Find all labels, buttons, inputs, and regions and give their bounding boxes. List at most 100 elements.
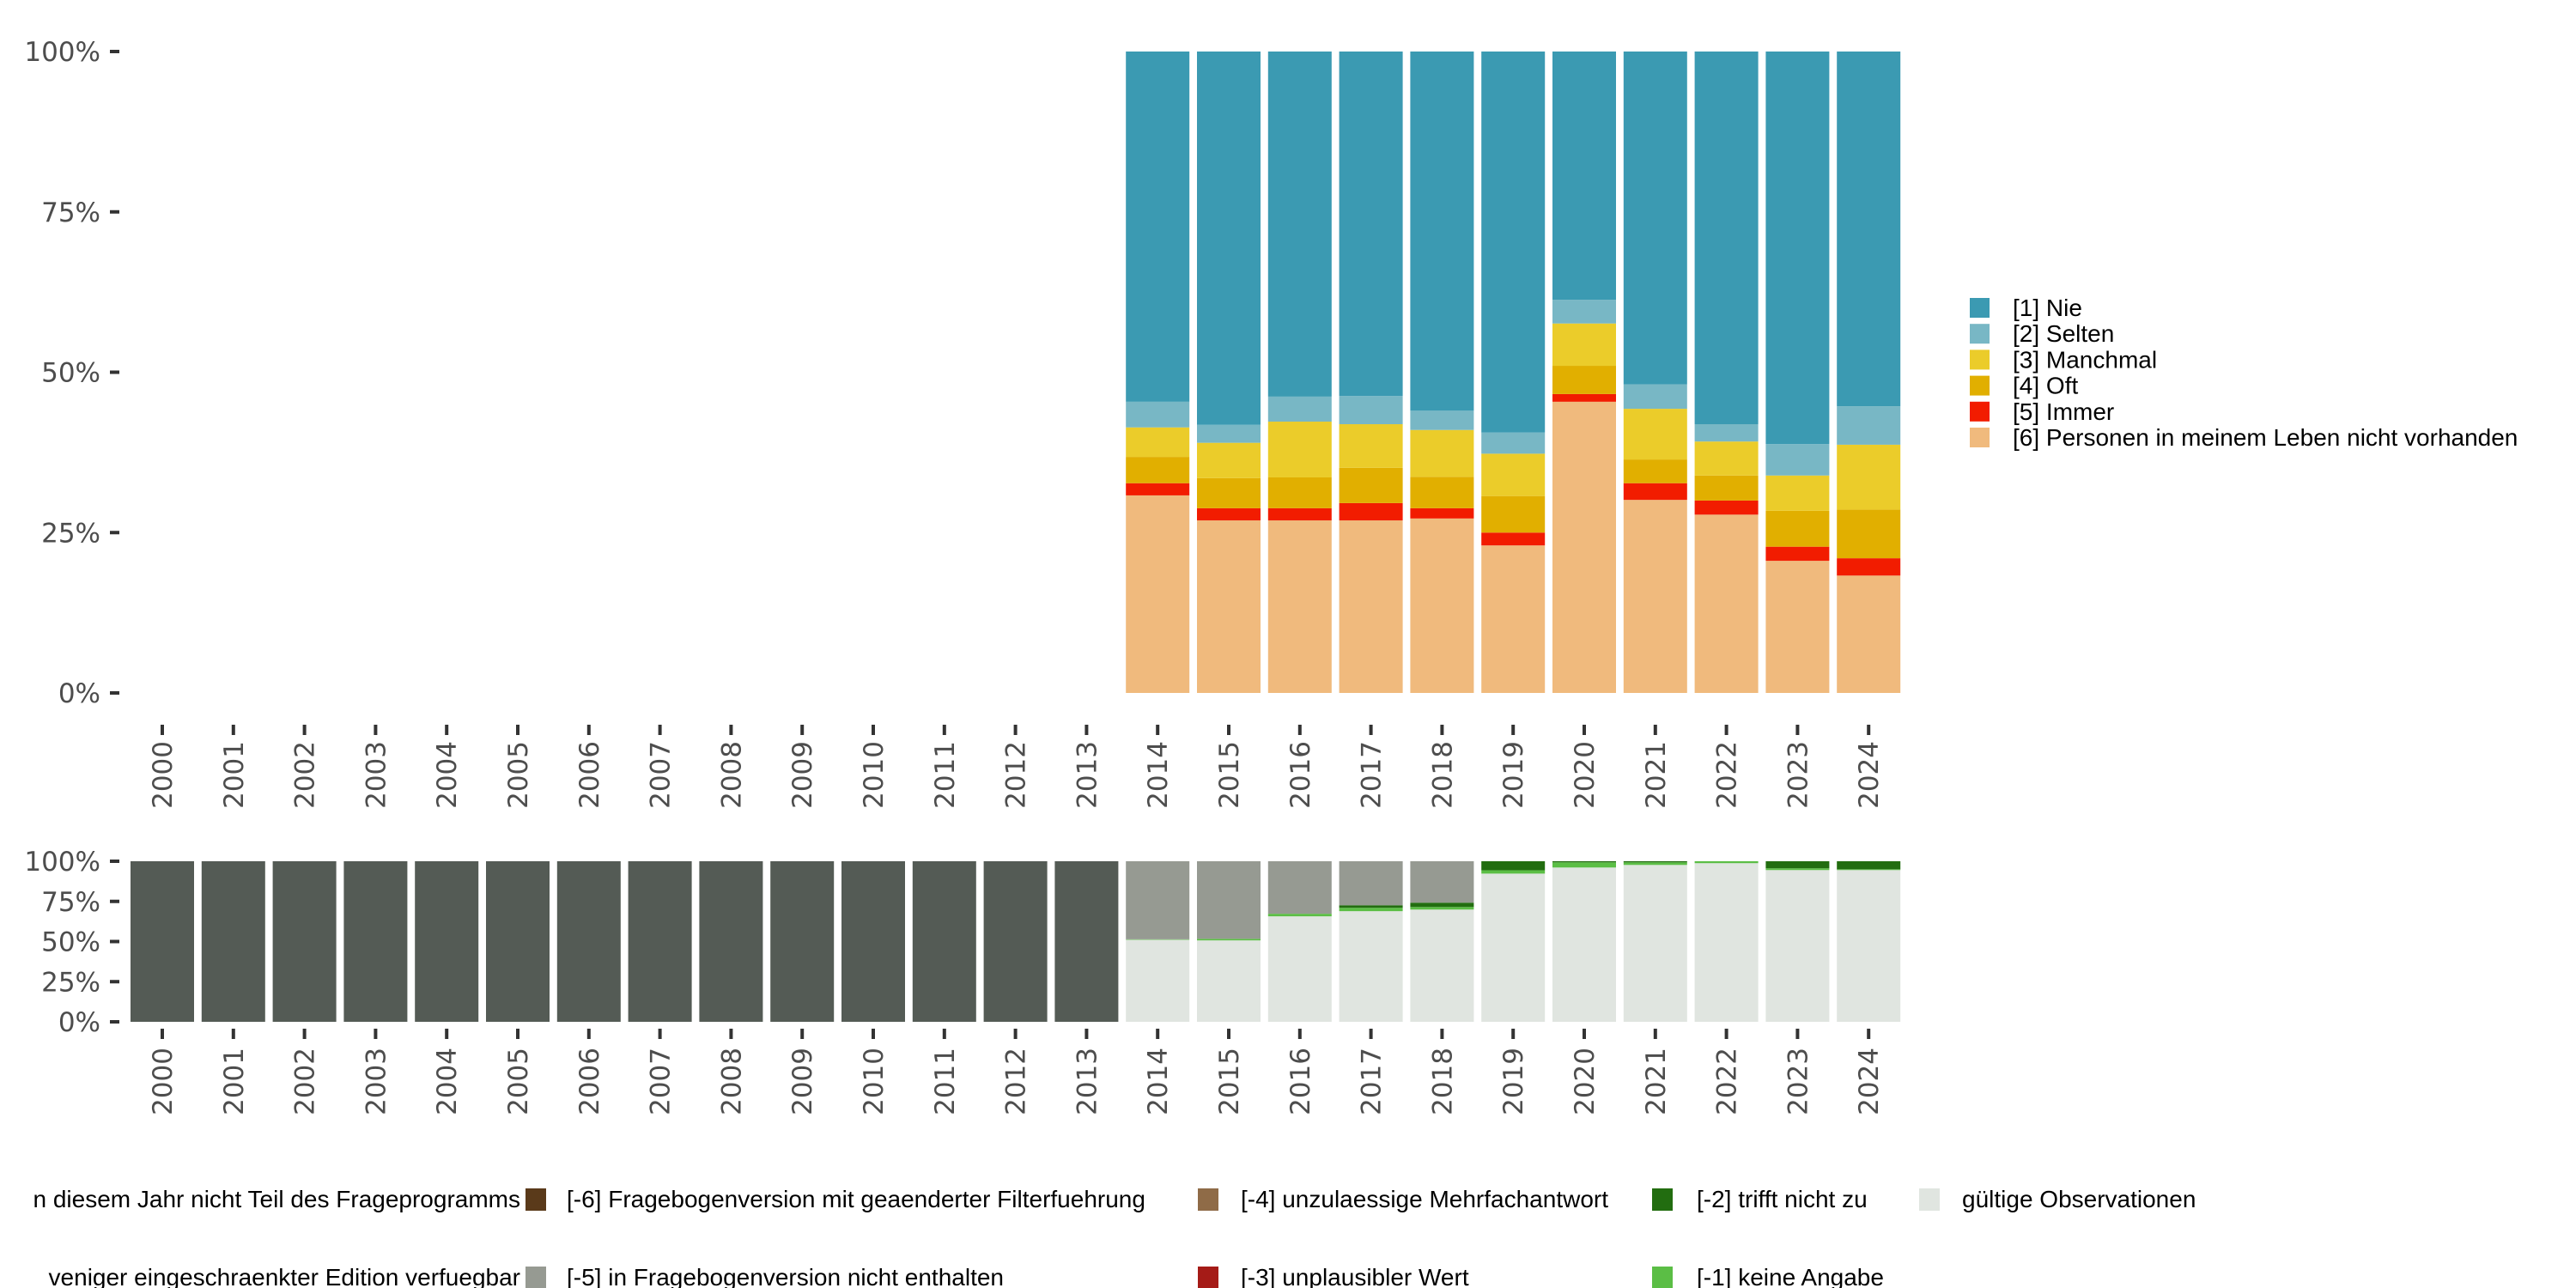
bar-segment	[1694, 52, 1759, 425]
bar-segment	[1765, 444, 1830, 476]
bar-segment	[1410, 907, 1474, 910]
bar-segment	[1126, 401, 1190, 428]
bar-segment	[1765, 475, 1830, 511]
x-tick-label: 2019	[1498, 741, 1529, 809]
bar-segment	[1197, 442, 1261, 478]
bar-segment	[1126, 427, 1190, 458]
x-tick-label: 2008	[716, 1048, 747, 1115]
legend-swatch	[1970, 401, 1990, 422]
x-tick-label: 2017	[1357, 1048, 1388, 1115]
legend-swatch	[526, 1188, 546, 1211]
bar-segment	[1623, 862, 1687, 866]
bar-segment	[1552, 323, 1616, 367]
x-tick-label: 2016	[1285, 741, 1316, 809]
bar-segment	[1126, 861, 1190, 939]
bar-segment	[1623, 52, 1687, 385]
x-tick-label: 2014	[1143, 741, 1174, 809]
x-tick-label: 2021	[1641, 741, 1672, 809]
bar-segment	[272, 861, 337, 1022]
y-tick-label: 75%	[41, 887, 100, 918]
legend-swatch	[1970, 298, 1990, 318]
bar-segment	[486, 861, 550, 1022]
bar-segment	[1410, 902, 1474, 908]
legend-label: [6] Personen in meinem Leben nicht vorha…	[2013, 424, 2518, 451]
bar-segment	[1837, 575, 1901, 693]
x-tick-label: 2013	[1072, 741, 1103, 809]
legend-label: [-3] unplausibler Wert	[1241, 1264, 1469, 1288]
y-tick-label: 50%	[41, 927, 100, 958]
legend-swatch	[1198, 1267, 1218, 1288]
y-tick-label: 25%	[41, 967, 100, 998]
bar-segment	[770, 861, 835, 1022]
bar-segment	[1837, 406, 1901, 445]
bar-segment	[1765, 52, 1830, 445]
x-tick-label: 2012	[1001, 1048, 1032, 1115]
bar-segment	[1267, 477, 1332, 508]
bar-segment	[343, 861, 408, 1022]
x-tick-label: 2002	[290, 1048, 321, 1115]
x-tick-label: 2005	[503, 1048, 534, 1115]
bar-segment	[1623, 865, 1687, 1022]
bar-segment	[1267, 507, 1332, 521]
legend-label: [1] Nie	[2013, 295, 2082, 321]
top-legend: [1] Nie[2] Selten[3] Manchmal[4] Oft[5] …	[1970, 295, 2518, 451]
x-tick-label: 2007	[646, 741, 677, 809]
bar-segment	[1623, 483, 1687, 501]
y-tick-label: 100%	[24, 37, 100, 68]
bar-segment	[1410, 410, 1474, 430]
x-tick-label: 2011	[930, 1048, 961, 1115]
x-tick-label: 2007	[646, 1048, 677, 1115]
legend-swatch	[1970, 428, 1990, 447]
bar-segment	[1552, 867, 1616, 1022]
bar-segment	[1623, 459, 1687, 483]
y-tick-label: 0%	[58, 678, 100, 709]
bar-segment	[1623, 500, 1687, 693]
bar-segment	[1481, 873, 1546, 1022]
bar-segment	[1837, 52, 1901, 407]
bar-segment	[1837, 558, 1901, 576]
bar-segment	[1126, 52, 1190, 402]
bar-segment	[1552, 52, 1616, 301]
legend-swatch	[1970, 349, 1990, 370]
bar-segment	[1481, 52, 1546, 433]
bar-segment	[1410, 52, 1474, 411]
bar-segment	[912, 861, 976, 1022]
bar-segment	[1197, 424, 1261, 443]
bar-segment	[131, 861, 194, 1022]
bottom-panel: 0% 25% 50% 75% 100% 2000 2001 2002 2003 2004 2005 2…	[24, 847, 1901, 1115]
bar-segment	[1126, 939, 1190, 940]
bar-segment	[1339, 861, 1403, 906]
bar-segment	[983, 861, 1048, 1022]
bar-segment	[1410, 429, 1474, 477]
bar-segment	[1552, 862, 1616, 868]
bar-segment	[1339, 911, 1403, 1022]
y-tick-label: 25%	[41, 518, 100, 549]
bar-segment	[1339, 905, 1403, 908]
bar-segment	[1765, 510, 1830, 547]
x-tick-label: 2011	[930, 741, 961, 809]
bar-segment	[1197, 507, 1261, 521]
bar-segment	[1410, 507, 1474, 519]
bar-segment	[1552, 401, 1616, 693]
x-tick-label: 2012	[1001, 741, 1032, 809]
bar-segment	[1126, 939, 1190, 1022]
bar-segment	[1267, 520, 1332, 693]
bar-segment	[1765, 868, 1830, 871]
x-tick-label: 2024	[1854, 741, 1885, 809]
y-tick-label: 0%	[58, 1007, 100, 1038]
bar-segment	[1410, 909, 1474, 1022]
legend-swatch	[1970, 324, 1990, 344]
x-tick-label: 2003	[361, 1048, 392, 1115]
bar-segment	[1410, 477, 1474, 508]
x-tick-label: 2009	[787, 1048, 818, 1115]
x-tick-label: 2021	[1641, 1048, 1672, 1115]
x-tick-label: 2009	[787, 741, 818, 809]
x-tick-label: 2020	[1570, 1048, 1601, 1115]
legend-label: [-6] Fragebogenversion mit geaenderter F…	[567, 1186, 1145, 1212]
legend-label: [-2] trifft nicht zu	[1697, 1186, 1868, 1212]
bar-segment	[1481, 861, 1546, 871]
bar-segment	[1481, 545, 1546, 693]
bar-segment	[1552, 393, 1616, 402]
x-tick-label: 2022	[1712, 1048, 1743, 1115]
